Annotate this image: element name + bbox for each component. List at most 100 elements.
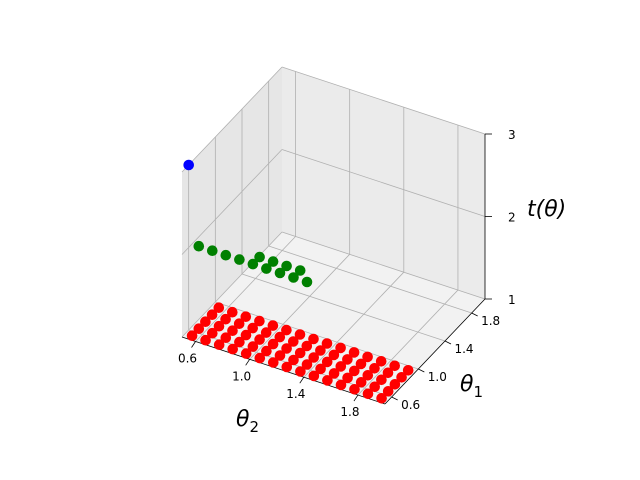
chart-ticks: 0.6 1.0 1.4 1.8 0.6 1.0 1.4 1.8 1 2 3 (178, 128, 516, 419)
gridline-t-left (181, 66, 283, 173)
data-point (376, 374, 387, 386)
x-tick (299, 376, 305, 384)
data-point (234, 336, 245, 348)
x-tick (191, 341, 196, 348)
data-point (274, 267, 286, 279)
data-point (308, 370, 320, 382)
y-tick-label: 1.4 (454, 342, 473, 356)
data-point (396, 372, 407, 383)
data-point (281, 324, 292, 336)
data-point (240, 348, 252, 359)
gridline-theta2-floor (249, 254, 350, 360)
data-point (267, 320, 279, 331)
y-axis-title: θ1 (460, 372, 483, 401)
data-point (193, 240, 205, 252)
y-tick-label: 0.6 (401, 398, 420, 412)
data-point (389, 360, 401, 372)
data-point (376, 393, 387, 404)
data-point (200, 334, 211, 346)
gridline-theta2-floor (195, 236, 296, 342)
data-point (301, 340, 313, 352)
x-tick-label: 1.4 (286, 387, 305, 401)
data-point (308, 333, 319, 345)
data-point (200, 316, 211, 328)
data-point (247, 341, 259, 352)
data-point (315, 363, 326, 375)
x-tick-label: 0.6 (178, 351, 197, 365)
data-point (294, 347, 306, 359)
data-point (288, 336, 299, 347)
gridline-t-back (281, 231, 486, 300)
x-tick (245, 359, 250, 366)
y-tick (418, 368, 425, 373)
y-tick-label: 1.0 (428, 370, 447, 384)
data-point (281, 361, 293, 373)
data-point (362, 370, 374, 381)
data-point (261, 345, 272, 357)
data-point (234, 254, 245, 265)
data-point (254, 334, 265, 345)
z-axis-title: t(θ) (527, 197, 566, 222)
data-point (220, 313, 231, 325)
data-point (207, 245, 218, 256)
gridline-t-left (181, 149, 283, 255)
data-point (220, 332, 232, 344)
data-point (362, 388, 374, 400)
data-point (389, 379, 401, 390)
data-point (335, 361, 347, 372)
data-point (335, 342, 346, 354)
data-point (294, 265, 306, 276)
y-tick (471, 312, 478, 317)
data-point (193, 323, 205, 335)
data-point (240, 329, 252, 341)
data-point (321, 338, 333, 349)
x-tick-label: 1.0 (232, 369, 251, 383)
x-tick (353, 394, 359, 402)
gridline-theta2-floor (357, 289, 459, 396)
data-point (260, 327, 272, 338)
data-point (227, 306, 238, 318)
data-point (213, 302, 225, 314)
y-axis-line (384, 298, 486, 405)
y-tick-label: 1.8 (481, 314, 500, 328)
data-point (247, 322, 258, 334)
gridline-theta1-floor (241, 273, 446, 342)
data-point (301, 359, 313, 370)
data-point (349, 384, 360, 395)
data-point (335, 379, 347, 391)
data-point (274, 331, 286, 343)
data-point (369, 381, 381, 393)
data-point (240, 311, 252, 323)
data-point (213, 339, 225, 351)
data-point (308, 352, 320, 363)
y-tick (444, 340, 452, 345)
data-point (254, 352, 266, 364)
data-point (186, 330, 198, 342)
data-point (254, 251, 265, 263)
data-point (301, 276, 313, 288)
data-point (315, 345, 326, 356)
data-point (355, 377, 367, 388)
data-point (206, 309, 218, 321)
data-point (321, 356, 333, 368)
data-point (342, 354, 353, 365)
data-point (281, 260, 292, 272)
data-point (261, 263, 272, 274)
gridline-t-back (281, 149, 486, 217)
z-tick-label: 3 (508, 128, 516, 142)
gridline-theta2-floor (303, 271, 405, 378)
gridline-theta1-floor (268, 245, 472, 314)
data-point (295, 366, 306, 377)
data-point (207, 327, 218, 339)
data-point (328, 349, 340, 361)
data-point (342, 372, 353, 384)
data-point (294, 329, 306, 340)
data-point (288, 272, 299, 283)
gridline-t-left (181, 231, 283, 338)
data-point (227, 325, 238, 337)
data-point (362, 351, 373, 363)
data-point (382, 367, 394, 379)
data-point (349, 365, 360, 377)
chart-points (183, 159, 414, 404)
